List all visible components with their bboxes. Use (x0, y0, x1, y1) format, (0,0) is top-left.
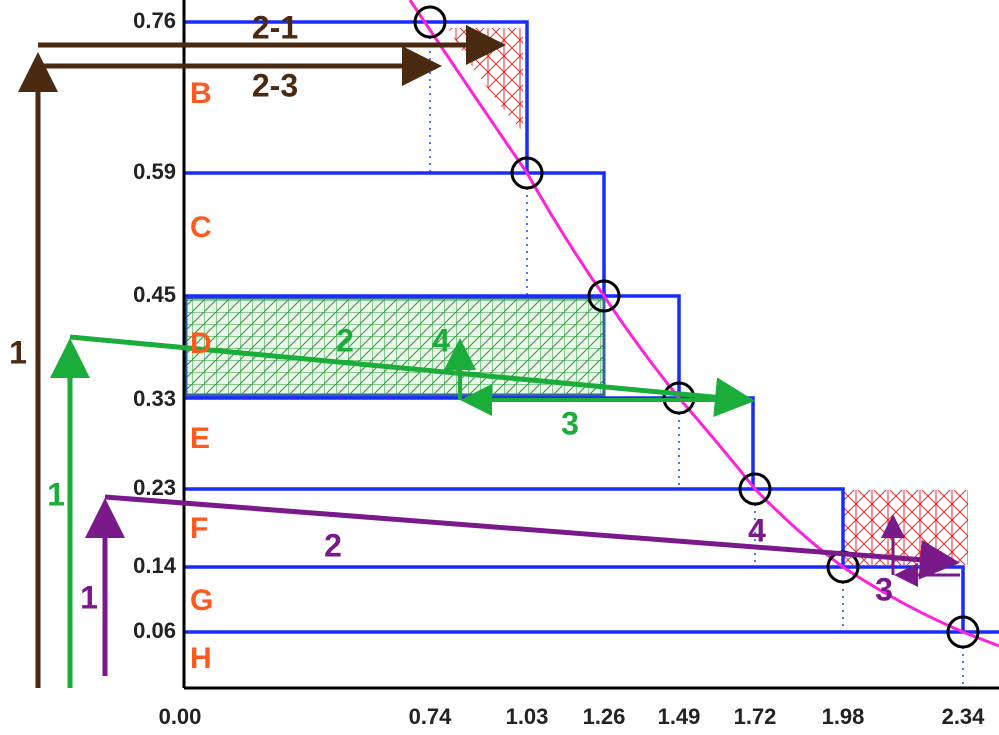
x-tick-label: 1.03 (506, 704, 549, 729)
x-tick-label: 1.98 (822, 704, 865, 729)
x-tick-label: 1.72 (734, 704, 777, 729)
x-tick-label: 1.49 (658, 704, 701, 729)
brown-arrows (17, 25, 506, 688)
purple-label: 1 (80, 579, 98, 615)
region-label: E (190, 422, 210, 455)
y-ticks: 0.76 0.59 0.45 0.33 0.23 0.14 0.06 (133, 8, 177, 643)
brown-label: 2-3 (252, 67, 298, 103)
regions: B C D E F G H (190, 77, 213, 675)
green-label: 4 (432, 322, 450, 358)
purple-label: 3 (875, 571, 893, 607)
y-tick-label: 0.23 (133, 475, 176, 500)
green-label: 3 (561, 405, 579, 441)
y-tick-label: 0.14 (133, 553, 177, 578)
green-arrows (50, 334, 755, 688)
region-label: B (190, 77, 212, 110)
y-tick-label: 0.76 (133, 8, 176, 33)
x-tick-label: 0.00 (159, 704, 202, 729)
region-label: C (190, 211, 212, 244)
x-ticks: 0.00 0.74 1.03 1.26 1.49 1.72 1.98 2.34 (159, 704, 986, 729)
green-label: 2 (336, 322, 354, 358)
y-tick-label: 0.06 (133, 618, 176, 643)
purple-label: 4 (748, 512, 766, 548)
y-tick-label: 0.45 (133, 282, 176, 307)
x-tick-label: 0.74 (409, 704, 453, 729)
arrow-labels: 1 2-1 2-3 1 2 3 4 1 2 3 4 (9, 9, 893, 615)
region-label: G (190, 584, 213, 617)
region-label: H (190, 642, 212, 675)
y-tick-label: 0.59 (133, 159, 176, 184)
axes (182, 0, 999, 690)
purple-label: 2 (324, 527, 342, 563)
y-tick-label: 0.33 (133, 386, 176, 411)
brown-label: 2-1 (252, 9, 298, 45)
purple-arrows (85, 494, 960, 676)
region-label: D (190, 327, 212, 360)
x-tick-label: 1.26 (583, 704, 626, 729)
region-label: F (190, 512, 208, 545)
brown-label: 1 (9, 334, 27, 370)
x-tick-label: 2.34 (942, 704, 986, 729)
green-label: 1 (47, 476, 65, 512)
